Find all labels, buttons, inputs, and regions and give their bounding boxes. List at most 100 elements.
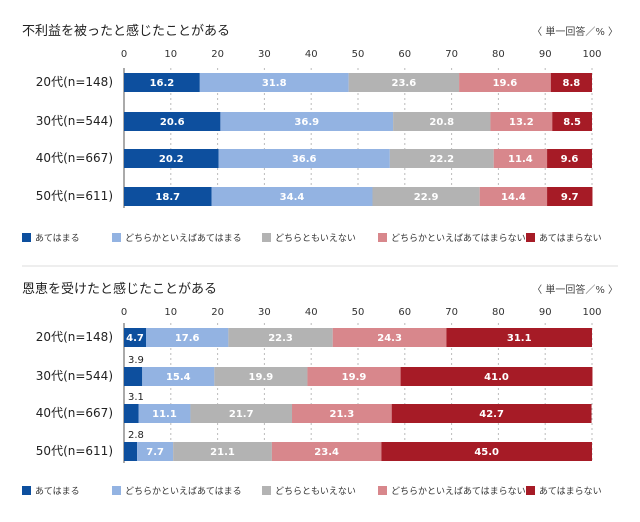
legend-label: あてはまる: [35, 233, 80, 244]
data-label: 11.4: [508, 154, 533, 165]
data-label: 16.2: [150, 78, 175, 89]
data-label: 17.6: [175, 333, 200, 344]
bar-segment: [332, 328, 447, 347]
data-label: 24.3: [377, 333, 402, 344]
legend-swatch: [526, 486, 535, 495]
bar-segment: [124, 187, 212, 206]
data-label: 3.9: [128, 355, 144, 366]
bar-segment: [381, 442, 592, 461]
category-label: 50代(n=611): [36, 189, 113, 203]
x-tick-label: 10: [164, 49, 177, 60]
bar-segment: [173, 442, 272, 461]
legend-swatch: [22, 486, 31, 495]
x-tick-label: 10: [164, 307, 177, 318]
data-label: 18.7: [155, 192, 180, 203]
bar-segment: [389, 149, 494, 168]
legend-label: どちらかといえばあてはまらない: [391, 486, 526, 497]
data-label: 20.2: [159, 154, 184, 165]
data-label: 20.8: [429, 117, 454, 128]
category-label: 30代(n=544): [36, 114, 113, 128]
bar-segment: [124, 328, 146, 347]
data-label: 31.8: [262, 78, 287, 89]
data-label: 22.9: [414, 192, 439, 203]
bar-segment: [552, 112, 592, 131]
x-tick-label: 70: [445, 49, 458, 60]
bar-segment: [550, 73, 592, 92]
data-label: 9.6: [561, 154, 579, 165]
data-label: 23.6: [392, 78, 417, 89]
data-label: 13.2: [509, 117, 534, 128]
x-tick-label: 20: [211, 307, 224, 318]
x-tick-label: 100: [582, 49, 601, 60]
data-label: 8.5: [563, 117, 581, 128]
bar-segment: [190, 404, 293, 423]
bar-segment: [393, 112, 491, 131]
x-tick-label: 80: [492, 307, 505, 318]
bar-segment: [446, 328, 592, 347]
x-tick-label: 50: [352, 307, 365, 318]
bar-segment: [372, 187, 480, 206]
x-tick-label: 40: [305, 307, 318, 318]
data-label: 41.0: [484, 372, 509, 383]
bar-segment: [479, 187, 548, 206]
bar-segment: [211, 187, 373, 206]
data-label: 45.0: [474, 447, 499, 458]
bar-segment: [124, 404, 139, 423]
legend-label: あてはまらない: [539, 486, 602, 497]
data-label: 7.7: [146, 447, 164, 458]
data-label: 20.6: [160, 117, 185, 128]
legend-label: どちらかといえばあてはまる: [125, 486, 242, 497]
bar-segment: [145, 328, 229, 347]
x-tick-label: 60: [398, 49, 411, 60]
legend-swatch: [378, 233, 387, 242]
bar-segment: [547, 149, 592, 168]
legend-swatch: [112, 486, 121, 495]
data-label: 2.8: [128, 430, 144, 441]
unit-note: 〈 単一回答／% 〉: [532, 283, 618, 296]
category-label: 30代(n=544): [36, 369, 113, 383]
bar-segment: [124, 112, 221, 131]
legend-label: どちらかといえばあてはまる: [125, 233, 242, 244]
x-tick-label: 60: [398, 307, 411, 318]
data-label: 22.2: [429, 154, 454, 165]
category-label: 50代(n=611): [36, 444, 113, 458]
bar-segment: [459, 73, 551, 92]
bar-segment: [292, 404, 392, 423]
bar-segment: [307, 367, 401, 386]
data-label: 4.7: [126, 333, 144, 344]
bar-segment: [142, 367, 215, 386]
x-tick-label: 30: [258, 307, 271, 318]
legend-swatch: [262, 486, 271, 495]
category-label: 20代(n=148): [36, 330, 113, 344]
category-label: 40代(n=667): [36, 406, 113, 420]
data-label: 21.3: [330, 409, 355, 420]
data-label: 31.1: [507, 333, 532, 344]
bar-segment: [124, 367, 143, 386]
data-label: 42.7: [479, 409, 504, 420]
bar-segment: [490, 112, 553, 131]
bar-segment: [391, 404, 592, 423]
data-label: 23.4: [314, 447, 339, 458]
x-tick-label: 70: [445, 307, 458, 318]
bar-segment: [137, 442, 174, 461]
legend-label: あてはまる: [35, 486, 80, 497]
bar-segment: [493, 149, 548, 168]
data-label: 36.9: [294, 117, 319, 128]
unit-note: 〈 単一回答／% 〉: [532, 25, 618, 38]
bar-segment: [348, 73, 460, 92]
category-label: 40代(n=667): [36, 151, 113, 165]
data-label: 15.4: [166, 372, 191, 383]
legend-swatch: [112, 233, 121, 242]
x-tick-label: 30: [258, 49, 271, 60]
bar-segment: [271, 442, 382, 461]
legend-swatch: [22, 233, 31, 242]
data-label: 22.3: [268, 333, 293, 344]
x-tick-label: 80: [492, 49, 505, 60]
legend-swatch: [378, 486, 387, 495]
bar-segment: [228, 328, 333, 347]
x-tick-label: 20: [211, 49, 224, 60]
bar-segment: [547, 187, 593, 206]
bar-segment: [124, 73, 200, 92]
bar-segment: [220, 112, 394, 131]
data-label: 21.1: [210, 447, 235, 458]
